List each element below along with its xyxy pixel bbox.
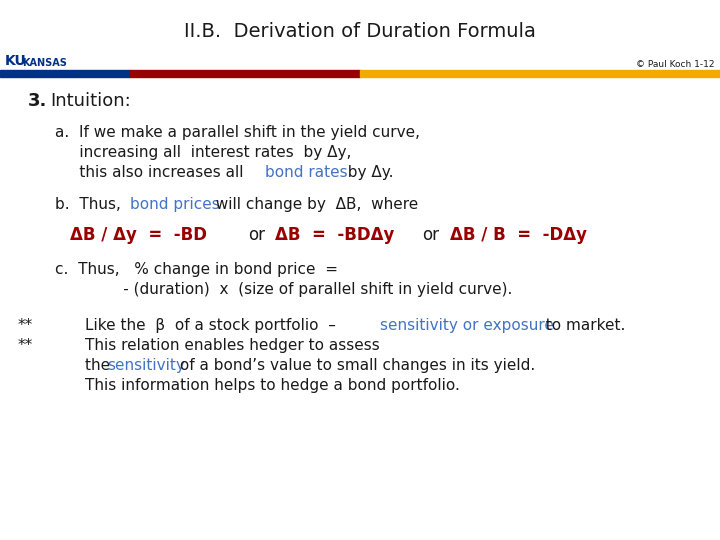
Text: This relation enables hedger to assess: This relation enables hedger to assess <box>85 338 379 353</box>
Text: © Paul Koch 1-12: © Paul Koch 1-12 <box>636 60 715 69</box>
Text: by Δy.: by Δy. <box>338 165 394 180</box>
Text: II.B.  Derivation of Duration Formula: II.B. Derivation of Duration Formula <box>184 22 536 41</box>
Text: **: ** <box>18 318 33 333</box>
Text: or: or <box>248 226 265 244</box>
Text: will change by  ΔB,  where: will change by ΔB, where <box>206 197 418 212</box>
Text: b.  Thus,: b. Thus, <box>55 197 130 212</box>
Text: bond rates: bond rates <box>265 165 348 180</box>
Bar <box>360 70 720 77</box>
Text: **: ** <box>18 338 33 353</box>
Text: the: the <box>85 358 115 373</box>
Text: sensitivity: sensitivity <box>107 358 185 373</box>
Text: ΔB  =  -BDΔy: ΔB = -BDΔy <box>275 226 395 244</box>
Text: bond prices: bond prices <box>130 197 220 212</box>
Text: KU: KU <box>5 54 27 68</box>
Text: or: or <box>422 226 439 244</box>
Text: ΔB / Δy  =  -BD: ΔB / Δy = -BD <box>70 226 207 244</box>
Text: Intuition:: Intuition: <box>50 92 131 110</box>
Bar <box>130 70 360 77</box>
Text: sensitivity or exposure: sensitivity or exposure <box>380 318 554 333</box>
Bar <box>0 70 130 77</box>
Text: Like the  β  of a stock portfolio  –: Like the β of a stock portfolio – <box>85 318 346 333</box>
Text: This information helps to hedge a bond portfolio.: This information helps to hedge a bond p… <box>85 378 460 393</box>
Text: - (duration)  x  (size of parallel shift in yield curve).: - (duration) x (size of parallel shift i… <box>55 282 513 297</box>
Text: to market.: to market. <box>536 318 626 333</box>
Text: 3.: 3. <box>28 92 48 110</box>
Text: increasing all  interest rates  by Δy,: increasing all interest rates by Δy, <box>55 145 351 160</box>
Text: a.  If we make a parallel shift in the yield curve,: a. If we make a parallel shift in the yi… <box>55 125 420 140</box>
Text: KANSAS: KANSAS <box>22 58 67 68</box>
Text: c.  Thus,   % change in bond price  =: c. Thus, % change in bond price = <box>55 262 338 277</box>
Text: of a bond’s value to small changes in its yield.: of a bond’s value to small changes in it… <box>175 358 535 373</box>
Text: this also increases all: this also increases all <box>55 165 253 180</box>
Text: ΔB / B  =  -DΔy: ΔB / B = -DΔy <box>450 226 587 244</box>
